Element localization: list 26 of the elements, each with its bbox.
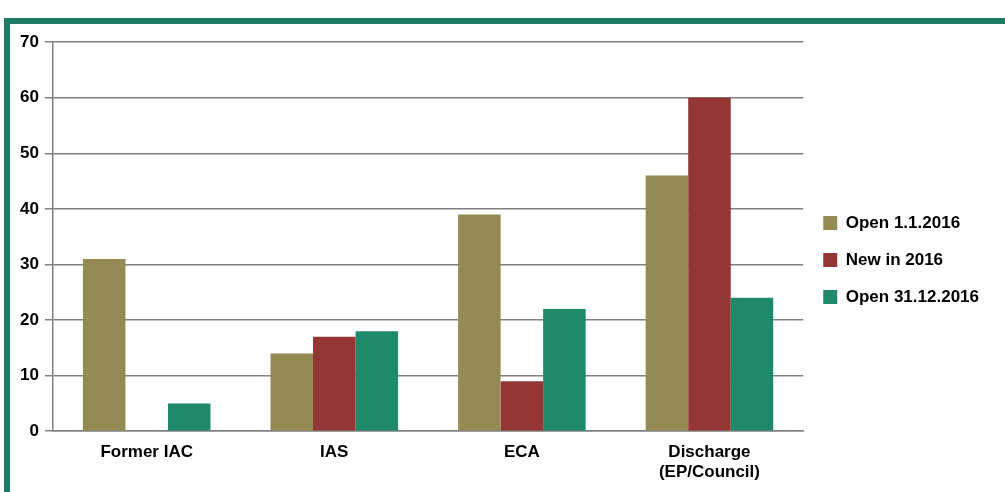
bar	[82, 258, 126, 431]
x-tick-label: IAS	[320, 442, 349, 462]
bar	[688, 97, 731, 431]
bar	[458, 214, 501, 431]
y-tick-label: 0	[29, 420, 39, 440]
bar	[543, 308, 586, 431]
x-tick-label: Discharge (EP/Council)	[658, 442, 760, 482]
legend-label: Open 31.12.2016	[845, 286, 980, 306]
y-tick-label: 10	[19, 365, 39, 385]
x-tick-label: ECA	[503, 442, 540, 462]
bar	[500, 381, 544, 431]
y-tick-label: 20	[19, 309, 39, 329]
x-tick-label: Former IAC	[100, 442, 193, 462]
y-tick-label: 70	[19, 31, 39, 51]
y-tick-label: 60	[19, 87, 39, 107]
legend-label: New in 2016	[845, 249, 944, 269]
bar	[270, 353, 314, 431]
bar	[167, 403, 211, 431]
bar	[313, 336, 356, 431]
y-tick-label: 30	[19, 254, 39, 274]
legend-label: Open 1.1.2016	[845, 212, 961, 232]
bar	[730, 297, 774, 431]
bar	[645, 175, 689, 431]
y-tick-label: 40	[19, 198, 39, 218]
bar	[355, 331, 399, 431]
y-tick-label: 50	[19, 143, 39, 163]
